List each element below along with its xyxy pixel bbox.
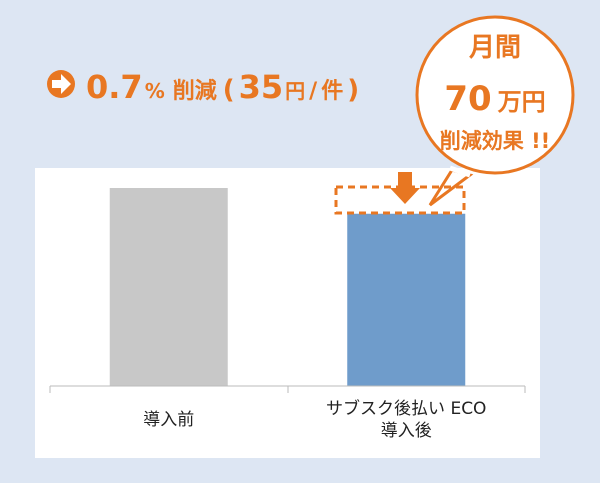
bar xyxy=(109,188,228,386)
headline-part: 35 xyxy=(239,68,284,106)
headline-part: % xyxy=(145,79,165,103)
callout-line1: 月間 xyxy=(468,33,521,63)
reduction-arrow xyxy=(390,172,420,204)
headline-part: ) xyxy=(347,75,359,105)
headline: 0.7% 削減(35 円 / 件) xyxy=(86,68,359,106)
headline-part: 削減 xyxy=(173,79,217,104)
callout-number: 70 xyxy=(444,79,491,119)
headline-part: / xyxy=(309,79,318,104)
callout-line3: 削減効果 !! xyxy=(440,129,550,153)
headline-part: 円 xyxy=(285,79,305,103)
headline-part: 件 xyxy=(321,79,343,104)
headline-icon xyxy=(47,70,75,98)
x-tick-label: 導入前 xyxy=(143,410,195,430)
x-tick-label: サブスク後払い ECO 導入後 xyxy=(326,399,487,441)
headline-part: ( xyxy=(223,75,235,105)
bar xyxy=(347,213,466,386)
callout-unit: 万円 xyxy=(498,88,546,116)
callout-amount: 70 万円 xyxy=(444,79,545,119)
headline-part: 0.7 xyxy=(86,68,143,106)
x-axis xyxy=(49,385,526,393)
